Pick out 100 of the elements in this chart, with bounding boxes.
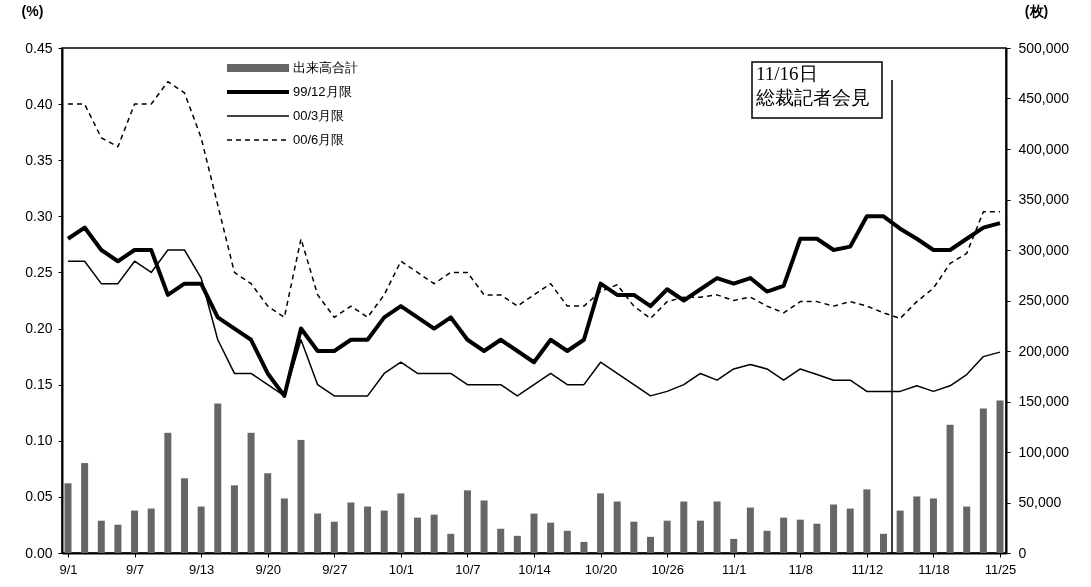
bar <box>547 522 555 553</box>
bar <box>297 439 305 553</box>
x-tick-label: 11/18 <box>918 561 950 577</box>
y2-tick-label: 500,000 <box>1018 39 1070 56</box>
bar <box>946 424 954 553</box>
y2-tick-label: 300,000 <box>1018 241 1070 258</box>
y-tick-label: 0.15 <box>25 376 53 393</box>
y2-tick-label: 450,000 <box>1018 90 1070 106</box>
bar <box>180 478 188 553</box>
bar <box>247 432 255 553</box>
y2-tick-label: 400,000 <box>1018 140 1070 157</box>
y2-tick-label: 150,000 <box>1018 393 1070 409</box>
bar <box>597 493 605 553</box>
bar <box>530 513 538 553</box>
x-tick-label: 11/8 <box>788 561 813 577</box>
y2-tick-label: 350,000 <box>1018 191 1070 207</box>
y-tick-label: 0.05 <box>25 488 53 505</box>
bar <box>430 514 438 553</box>
bar <box>996 400 1004 553</box>
bar <box>513 535 521 553</box>
bar <box>863 489 871 553</box>
bar <box>580 541 588 553</box>
x-tick-label: 11/1 <box>722 561 747 577</box>
bar <box>880 533 888 553</box>
x-tick-label: 9/7 <box>126 561 145 577</box>
y-axis-title: (%) <box>21 2 44 19</box>
bar <box>397 493 405 553</box>
bar <box>713 501 721 553</box>
x-tick-label: 10/1 <box>388 561 415 577</box>
y-tick-label: 0.20 <box>25 320 53 337</box>
bar <box>314 513 322 553</box>
annotation: 総裁記者会見 <box>755 87 870 108</box>
bar <box>81 463 89 553</box>
bar <box>830 504 838 553</box>
bar <box>913 496 921 553</box>
x-tick-label: 11/12 <box>851 561 884 577</box>
bar <box>347 502 355 553</box>
y-tick-label: 0.30 <box>25 207 53 224</box>
bar <box>164 432 172 553</box>
y-tick-label: 0.35 <box>25 151 53 168</box>
legend-label: 出来高合計 <box>293 60 358 75</box>
bar <box>364 506 372 553</box>
y2-tick-label: 50,000 <box>1018 494 1062 510</box>
y-tick-label: 0.25 <box>25 263 53 280</box>
y2-axis-title: (枚) <box>1024 2 1049 19</box>
y2-tick-label: 0 <box>1018 544 1027 561</box>
bar <box>780 517 788 553</box>
bar <box>730 538 738 553</box>
x-tick-label: 9/27 <box>322 561 348 577</box>
bar <box>846 508 854 553</box>
bar <box>114 524 122 553</box>
bar <box>896 510 904 553</box>
x-tick-label: 10/14 <box>518 561 551 577</box>
bar <box>663 520 671 553</box>
x-tick-label: 10/26 <box>651 561 684 577</box>
bar <box>330 521 338 553</box>
bar <box>763 530 771 553</box>
bar <box>214 403 222 553</box>
bar <box>813 523 821 553</box>
legend-label: 99/12月限 <box>293 84 352 99</box>
x-tick-label: 11/25 <box>984 561 1017 577</box>
bar <box>963 506 971 553</box>
y-tick-label: 0.40 <box>25 95 53 112</box>
bar <box>280 498 288 553</box>
y-tick-label: 0.00 <box>25 544 53 561</box>
annotation: 11/16日 <box>756 63 818 84</box>
bar <box>680 501 688 553</box>
bar <box>414 517 421 553</box>
x-tick-label: 9/13 <box>188 561 215 577</box>
bar <box>696 520 704 553</box>
bar <box>131 510 139 553</box>
y2-tick-label: 250,000 <box>1018 292 1070 308</box>
bar <box>463 490 471 553</box>
x-tick-label: 9/20 <box>255 561 281 577</box>
bar <box>230 485 238 553</box>
bar <box>647 536 654 553</box>
y2-tick-label: 100,000 <box>1018 443 1070 460</box>
y-tick-label: 0.45 <box>25 39 53 56</box>
bar <box>497 528 505 553</box>
legend-label: 00/3月限 <box>293 108 345 123</box>
y-tick-label: 0.10 <box>25 432 53 449</box>
x-tick-label: 10/7 <box>455 561 481 577</box>
bar <box>264 473 272 553</box>
x-tick-label: 9/1 <box>59 561 78 577</box>
bar <box>796 519 804 553</box>
bar <box>929 498 937 553</box>
bar <box>746 507 754 553</box>
bar <box>380 510 388 553</box>
bar <box>630 521 638 553</box>
bar <box>979 408 987 553</box>
y2-tick-label: 200,000 <box>1018 342 1070 359</box>
legend-label: 00/6月限 <box>293 132 345 147</box>
bar <box>64 483 72 553</box>
bar <box>447 533 455 553</box>
x-tick-label: 10/20 <box>584 561 618 577</box>
bar <box>613 501 621 553</box>
bar <box>97 520 105 553</box>
bar <box>563 530 571 553</box>
bar <box>147 508 155 553</box>
bar <box>480 500 488 553</box>
